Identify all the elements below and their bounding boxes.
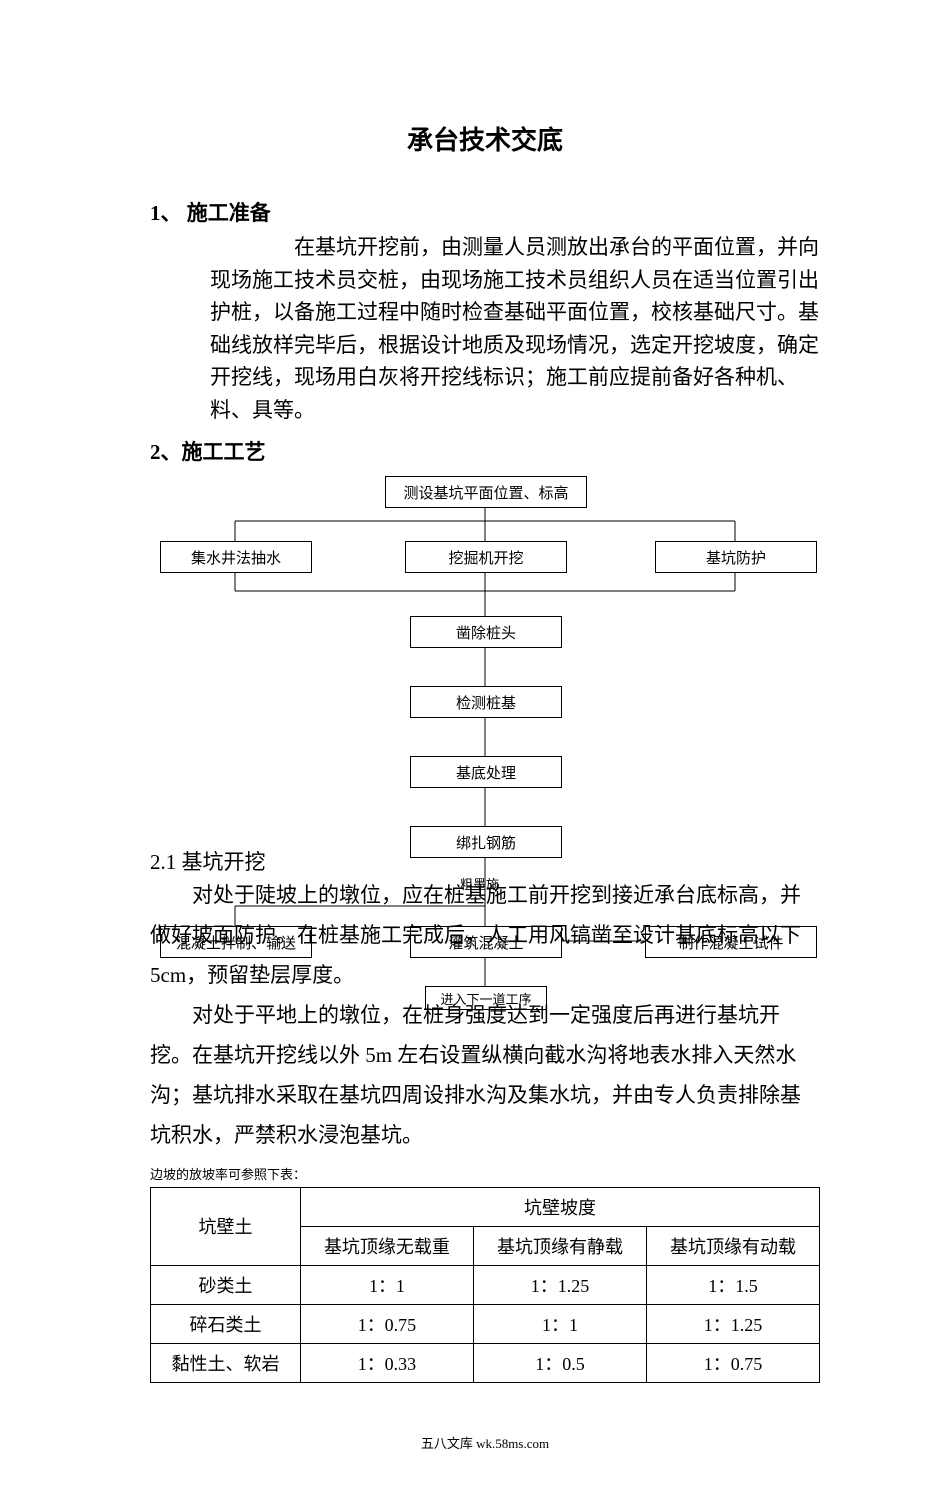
cell-c3: 1：1.25: [646, 1304, 819, 1343]
flow-box-5: 基底处理: [410, 756, 562, 788]
section2-p2: 对处于平地上的墩位，在桩身强度达到一定强度后再进行基坑开挖。在基坑开挖线以外 5…: [150, 996, 820, 1156]
cell-c2: 1：1: [473, 1304, 646, 1343]
section2-p1: 对处于陡坡上的墩位，应在桩基施工前开挖到接近承台底标高，并做好坡面防护。在桩基施…: [150, 876, 820, 996]
cell-c1: 1：1: [300, 1265, 473, 1304]
page-footer: 五八文库 wk.58ms.com: [150, 1433, 820, 1452]
th-c3: 基坑顶缘有动载: [646, 1226, 819, 1265]
th-slope: 坑壁坡度: [300, 1187, 819, 1226]
section1-paragraph: 在基坑开挖前，由测量人员测放出承台的平面位置，并向现场施工技术员交桩，由现场施工…: [210, 231, 820, 426]
flow-box-4: 检测桩基: [410, 686, 562, 718]
section2-subheading: 2.1 基坑开挖: [150, 846, 820, 876]
th-c2: 基坑顶缘有静载: [473, 1226, 646, 1265]
flow-box-2b: 挖掘机开挖: [405, 541, 567, 573]
slope-table: 坑壁土 坑壁坡度 基坑顶缘无载重 基坑顶缘有静载 基坑顶缘有动载 砂类土 1：1…: [150, 1187, 820, 1383]
page: 承台技术交底 1、 施工准备 在基坑开挖前，由测量人员测放出承台的平面位置，并向…: [0, 0, 950, 1492]
flow-box-1: 测设基坑平面位置、标高: [385, 476, 587, 508]
flow-box-3: 凿除桩头: [410, 616, 562, 648]
table-row: 黏性土、软岩 1：0.33 1：0.5 1：0.75: [151, 1343, 820, 1382]
flow-and-text-overlay: 测设基坑平面位置、标高 集水井法抽水 挖掘机开挖 基坑防护 凿除桩头 检测桩基 …: [150, 476, 820, 1155]
table-note: 边坡的放坡率可参照下表：: [150, 1164, 820, 1183]
cell-c1: 1：0.75: [300, 1304, 473, 1343]
th-soil: 坑壁土: [151, 1187, 301, 1265]
section2-heading: 2、施工工艺: [150, 436, 820, 466]
flow-box-2a: 集水井法抽水: [160, 541, 312, 573]
cell-soil: 砂类土: [151, 1265, 301, 1304]
flow-overlay-label: 粗墨施: [460, 874, 499, 893]
cell-c3: 1：1.5: [646, 1265, 819, 1304]
document-title: 承台技术交底: [150, 120, 820, 157]
cell-soil: 碎石类土: [151, 1304, 301, 1343]
cell-c3: 1：0.75: [646, 1343, 819, 1382]
th-c1: 基坑顶缘无载重: [300, 1226, 473, 1265]
table-row: 碎石类土 1：0.75 1：1 1：1.25: [151, 1304, 820, 1343]
cell-c1: 1：0.33: [300, 1343, 473, 1382]
table-row: 砂类土 1：1 1：1.25 1：1.5: [151, 1265, 820, 1304]
cell-c2: 1：0.5: [473, 1343, 646, 1382]
section1-heading: 1、 施工准备: [150, 197, 820, 227]
flow-box-2c: 基坑防护: [655, 541, 817, 573]
cell-c2: 1：1.25: [473, 1265, 646, 1304]
cell-soil: 黏性土、软岩: [151, 1343, 301, 1382]
